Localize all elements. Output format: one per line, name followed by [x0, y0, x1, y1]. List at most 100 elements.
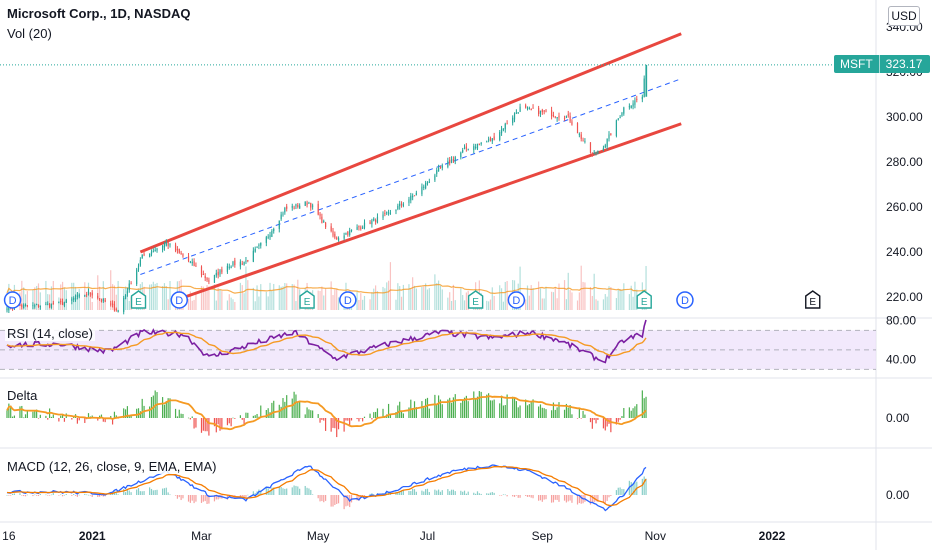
candle-body [241, 263, 243, 265]
candle-body [324, 222, 327, 228]
macd-histogram-bar [558, 495, 560, 502]
macd-histogram-bar [615, 490, 618, 495]
volume-bar [550, 291, 553, 310]
macd-histogram-bar [193, 495, 195, 504]
candle-body [178, 248, 180, 253]
candle-body [362, 227, 364, 229]
volume-bar [371, 292, 373, 310]
macd-line [6, 464, 647, 512]
dividend-marker [339, 291, 357, 309]
candle-body [554, 116, 556, 118]
macd-histogram-bar [608, 495, 610, 498]
volume-bar [241, 285, 243, 310]
candle-body [630, 105, 632, 108]
macd-histogram-bar [252, 491, 254, 495]
volume-bar [489, 299, 492, 310]
volume-bar [437, 280, 440, 310]
volume-bar [206, 285, 208, 310]
macd-histogram-bar [413, 489, 416, 495]
candle-body [454, 157, 456, 162]
macd-histogram-bar [52, 493, 54, 495]
delta-bar [512, 396, 514, 418]
candle-body [139, 259, 141, 266]
macd-histogram-bar [297, 486, 299, 495]
volume-bar [45, 280, 47, 310]
macd-histogram-bar [343, 495, 345, 510]
macd-histogram-bar [330, 495, 332, 507]
volume-bar [52, 280, 54, 310]
macd-histogram-bar [32, 495, 34, 497]
volume-bar [415, 288, 417, 310]
dividend-marker [676, 291, 694, 309]
candle-body [465, 146, 467, 149]
macd-histogram-bar [606, 495, 608, 501]
candle-body [200, 266, 203, 275]
rsi-tick-label: 80.00 [886, 314, 916, 328]
currency-button[interactable]: USD [888, 6, 920, 26]
candle-body [623, 107, 625, 114]
macd-histogram-bar [312, 494, 314, 495]
candle-body [567, 114, 569, 116]
delta-bar [217, 418, 219, 425]
volume-bar [584, 282, 586, 310]
candle-body [349, 230, 351, 235]
delta-bar [267, 408, 269, 418]
delta-bar [571, 414, 573, 418]
delta-bar [606, 418, 608, 427]
volume-bar [504, 281, 506, 310]
delta-bar [167, 398, 169, 418]
delta-bar [387, 403, 390, 418]
candle-body [543, 110, 545, 112]
candle-body [308, 202, 310, 204]
macd-histogram-bar [550, 495, 553, 503]
candle-body [332, 230, 334, 236]
candle-body [273, 228, 275, 232]
macd-histogram-bar [269, 490, 271, 495]
macd-histogram-bar [519, 495, 521, 498]
volume-bar [193, 299, 195, 310]
delta-bar [449, 397, 451, 418]
delta-bar [578, 408, 580, 418]
macd-histogram-bar [369, 493, 371, 495]
macd-histogram-bar [630, 482, 632, 495]
macd-histogram-bar [591, 495, 593, 503]
macd-histogram-bar [441, 490, 443, 495]
volume-bar [24, 294, 27, 310]
volume-bar [634, 281, 636, 310]
dividend-marker [3, 291, 22, 309]
candle-body [73, 298, 75, 300]
macd-histogram-bar [506, 495, 508, 497]
delta-bar [558, 402, 560, 418]
volume-bar [369, 299, 371, 310]
candle-body [104, 299, 106, 302]
volume-bar [500, 288, 503, 310]
delta-bar [61, 414, 64, 418]
candle-body [504, 123, 506, 130]
candle-body [74, 297, 77, 300]
volume-bar [408, 284, 410, 310]
macd-histogram-bar [278, 486, 280, 495]
macd-histogram-bar [610, 495, 612, 497]
candle-body [410, 195, 412, 201]
macd-histogram-bar [532, 495, 534, 499]
rsi-tick-label: 40.00 [886, 353, 916, 367]
volume-bar [502, 301, 505, 310]
delta-bar [463, 397, 466, 418]
macd-histogram-bar [243, 495, 245, 498]
macd-histogram-bar [78, 494, 80, 496]
delta-bar [265, 409, 267, 418]
macd-histogram-bar [26, 494, 28, 496]
macd-histogram-bar [337, 495, 340, 504]
earnings-marker [805, 290, 821, 309]
delta-bar [63, 418, 66, 422]
candle-body [360, 227, 362, 229]
volume-bar [117, 280, 119, 310]
candle-body [330, 226, 332, 232]
candle-body [113, 304, 116, 311]
macd-histogram-bar [621, 488, 623, 495]
candle-body [89, 293, 91, 295]
candle-body [387, 212, 390, 214]
delta-bar [402, 413, 404, 418]
